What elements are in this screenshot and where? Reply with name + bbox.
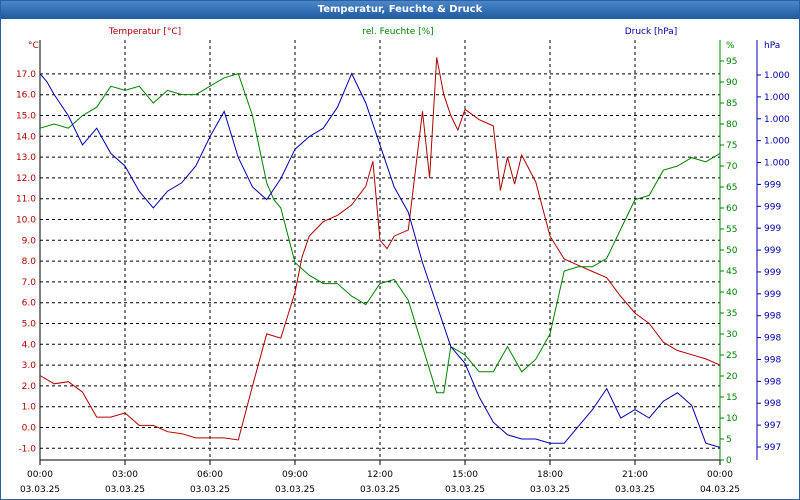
pressure-tick-label: 999 [764, 268, 781, 278]
pressure-tick-label: 999 [764, 202, 781, 212]
grid-lines [39, 40, 721, 460]
x-tick-label-date: 03.03.25 [530, 485, 570, 495]
humidity-unit-label: % [726, 41, 735, 51]
x-tick-label-date: 03.03.25 [445, 485, 485, 495]
pressure-tick-label: 998 [764, 377, 781, 387]
pressure-tick-label: 998 [764, 312, 781, 322]
temperature-tick-label: 1.0 [22, 403, 37, 413]
pressure-tick-label: 999 [764, 180, 781, 190]
humidity-tick-label: 75 [726, 141, 737, 151]
x-tick-label-date: 03.03.25 [360, 485, 400, 495]
humidity-tick-label: 35 [726, 309, 737, 319]
pressure-tick-label: 1.000 [764, 93, 790, 103]
pressure-axis-title: Druck [hPa] [625, 27, 678, 37]
humidity-series-line [39, 72, 721, 394]
humidity-tick-label: 70 [726, 162, 738, 172]
temperature-tick-label: 8.0 [22, 257, 37, 267]
temperature-tick-label: 0.0 [22, 424, 37, 434]
pressure-tick-label: 999 [764, 246, 781, 256]
temperature-tick-label: 3.0 [22, 361, 37, 371]
humidity-tick-label: 45 [726, 267, 737, 277]
x-tick-label-time: 00:00 [707, 470, 733, 480]
temperature-tick-label: -1.0 [18, 444, 36, 454]
humidity-tick-label: 90 [726, 78, 738, 88]
temperature-tick-label: 7.0 [22, 278, 37, 288]
pressure-tick-label: 999 [764, 290, 781, 300]
humidity-tick-label: 95 [726, 57, 737, 67]
temperature-tick-label: 2.0 [22, 382, 37, 392]
pressure-tick-label: 998 [764, 399, 781, 409]
humidity-tick-label: 15 [726, 393, 737, 403]
pressure-series-line [39, 72, 721, 448]
temperature-tick-label: 6.0 [22, 299, 37, 309]
pressure-tick-label: 998 [764, 334, 781, 344]
temperature-tick-label: 5.0 [22, 320, 37, 330]
temperature-tick-label: 17.0 [16, 70, 36, 80]
pressure-tick-label: 1.000 [764, 71, 790, 81]
temperature-tick-label: 15.0 [16, 112, 36, 122]
temperature-axis-title: Temperatur [°C] [108, 27, 181, 37]
x-tick-label-time: 12:00 [367, 470, 393, 480]
humidity-tick-label: 20 [726, 372, 738, 382]
temperature-tick-label: 4.0 [22, 340, 37, 350]
temperature-tick-label: 9.0 [22, 236, 37, 246]
temperature-tick-label: 14.0 [16, 132, 36, 142]
pressure-tick-label: 998 [764, 355, 781, 365]
temperature-unit-label: °C [28, 41, 39, 51]
pressure-tick-label: 1.000 [764, 137, 790, 147]
humidity-tick-label: 60 [726, 204, 738, 214]
pressure-tick-label: 1.000 [764, 159, 790, 169]
temperature-tick-label: 11.0 [16, 195, 36, 205]
series-lines [39, 57, 721, 448]
pressure-unit-label: hPa [764, 41, 780, 51]
humidity-axis-title: rel. Feuchte [%] [362, 27, 433, 37]
pressure-tick-label: 997 [764, 443, 781, 453]
temperature-tick-label: 10.0 [16, 216, 36, 226]
x-tick-label-time: 15:00 [452, 470, 478, 480]
x-tick-label-date: 03.03.25 [105, 485, 145, 495]
x-tick-label-time: 09:00 [282, 470, 308, 480]
humidity-tick-label: 30 [726, 330, 738, 340]
humidity-tick-label: 50 [726, 246, 738, 256]
axis-labels: 17.0 16.0 15.0 14.0 13.0 12.0 11.0 10.0 9.0 8.0 7.… [16, 27, 790, 495]
axes [39, 40, 761, 465]
temperature-tick-label: 13.0 [16, 153, 36, 163]
temperature-series-line [39, 57, 721, 441]
x-tick-label-date: 03.03.25 [20, 485, 60, 495]
pressure-tick-label: 997 [764, 421, 781, 431]
x-tick-label-date: 04.03.25 [700, 485, 740, 495]
humidity-tick-label: 10 [726, 414, 738, 424]
x-tick-label-date: 03.03.25 [275, 485, 315, 495]
temperature-tick-label: 12.0 [16, 174, 36, 184]
x-tick-label-date: 03.03.25 [615, 485, 655, 495]
window-title: Temperatur, Feuchte & Druck [1, 1, 799, 19]
humidity-tick-label: 40 [726, 288, 738, 298]
pressure-tick-label: 999 [764, 224, 781, 234]
x-tick-label-date: 03.03.25 [190, 485, 230, 495]
humidity-tick-label: 55 [726, 225, 737, 235]
pressure-tick-label: 1.000 [764, 115, 790, 125]
humidity-tick-label: 0 [726, 456, 732, 466]
humidity-tick-label: 25 [726, 351, 737, 361]
x-tick-label-time: 00:00 [27, 470, 53, 480]
temperature-tick-label: 16.0 [16, 91, 36, 101]
humidity-tick-label: 80 [726, 120, 738, 130]
humidity-tick-label: 85 [726, 99, 737, 109]
humidity-tick-label: 5 [726, 435, 732, 445]
humidity-tick-label: 65 [726, 183, 737, 193]
x-tick-label-time: 03:00 [112, 470, 138, 480]
x-tick-label-time: 06:00 [197, 470, 223, 480]
x-tick-label-time: 18:00 [537, 470, 563, 480]
x-tick-label-time: 21:00 [622, 470, 648, 480]
